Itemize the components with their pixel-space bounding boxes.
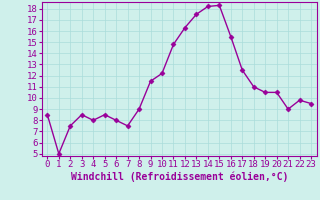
- X-axis label: Windchill (Refroidissement éolien,°C): Windchill (Refroidissement éolien,°C): [70, 172, 288, 182]
